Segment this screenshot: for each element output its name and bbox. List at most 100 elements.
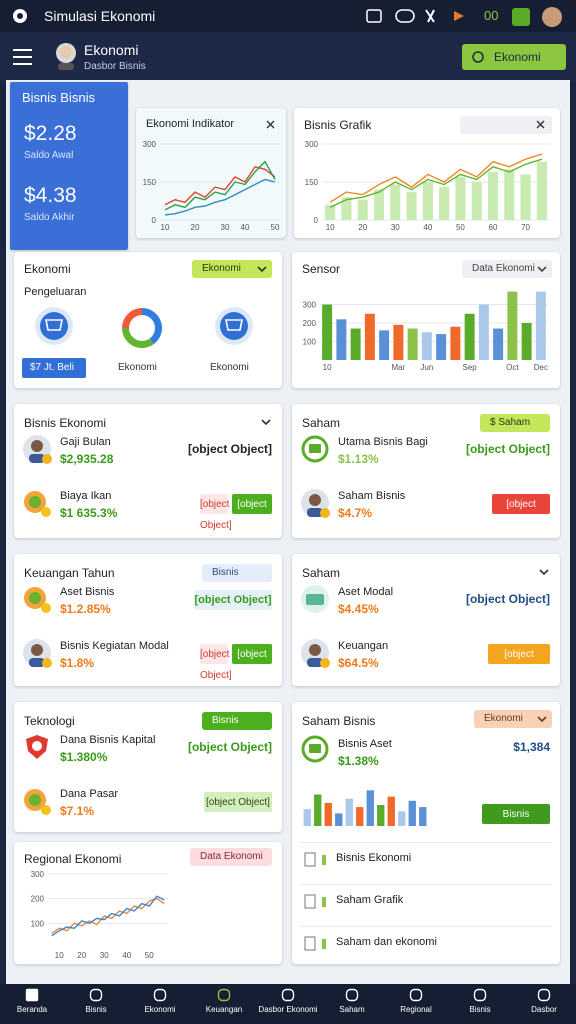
icon-shape <box>32 741 42 751</box>
icon-shape <box>307 658 323 667</box>
buy-button[interactable]: $7 Jt. Beli <box>22 358 86 378</box>
bar <box>379 330 390 360</box>
y-tick-label: 300 <box>303 301 317 310</box>
nav-icon-shape <box>409 988 423 1002</box>
x-tick-label: 20 <box>358 223 367 232</box>
nav-item[interactable]: Keuangan <box>192 984 256 1024</box>
doc-shape <box>304 852 316 867</box>
nav-item[interactable]: Beranda <box>0 984 64 1024</box>
card-title: Teknologi <box>24 714 75 728</box>
nav-item[interactable]: Bisnis <box>448 984 512 1024</box>
icon-shape <box>309 744 321 753</box>
pill-label: Data Ekonomi <box>472 263 535 274</box>
item-name: Bisnis Aset <box>338 738 392 750</box>
item-button[interactable]: [object Object] <box>194 590 272 610</box>
line-series <box>164 178 276 216</box>
chart: 0 150 300 10 20 30 40 50 60 70 <box>305 140 550 232</box>
item-button[interactable]: [object Object] <box>204 792 272 812</box>
nav-item[interactable]: Saham <box>320 984 384 1024</box>
y-tick-label: 200 <box>303 319 317 328</box>
icon-shape <box>31 644 43 656</box>
icon-shape <box>42 658 52 668</box>
chart: 100 200 300 10 20 30 40 50 <box>31 870 168 960</box>
menu-pill[interactable]: Ekonomi <box>192 260 272 278</box>
item-value: $1 635.3% <box>60 506 118 520</box>
bar <box>493 328 504 360</box>
icon-shape <box>301 735 329 763</box>
menu-pill[interactable]: Data Ekonomi <box>462 260 552 278</box>
nav-item[interactable]: Bisnis <box>64 984 128 1024</box>
button-label: [object Object] <box>236 499 268 531</box>
item-button[interactable]: [object Object] <box>200 494 232 531</box>
menu-pill[interactable]: Bisnis <box>202 712 272 730</box>
app-subtitle: Dasbor Bisnis <box>84 61 146 72</box>
bar <box>521 323 532 360</box>
item-value: $4.7% <box>338 506 373 520</box>
item-button[interactable]: [object Object] <box>492 494 550 531</box>
menu-pill[interactable]: $ Saham <box>480 414 550 432</box>
y-tick-label: 100 <box>31 919 45 928</box>
nav-icon-shape <box>153 988 167 1002</box>
x-tick-label: 50 <box>456 223 465 232</box>
close-button[interactable] <box>536 120 546 130</box>
nav-icon <box>473 988 487 1002</box>
close-button[interactable] <box>266 120 276 130</box>
bottom-nav: Beranda Bisnis Ekonomi Keuangan Dasbor Ekono… <box>0 984 576 1024</box>
header-button[interactable]: Ekonomi <box>462 44 566 70</box>
trend-card: Ekonomi Indikator 0 150 300 10 20 30 40 50 <box>136 108 286 238</box>
bar <box>504 169 515 220</box>
item-button[interactable]: [object Object] <box>232 644 272 681</box>
x-tick-label: 20 <box>77 951 86 960</box>
list-icon <box>304 852 326 867</box>
menu-pill[interactable]: Bisnis <box>202 564 272 582</box>
bar <box>436 334 447 360</box>
item-button[interactable]: [object Object] <box>200 644 232 681</box>
menu-button[interactable] <box>12 48 34 66</box>
bar <box>303 809 311 826</box>
icon-shape <box>42 454 52 464</box>
item-icon <box>301 639 330 668</box>
pill-label: Ekonomi <box>484 713 523 724</box>
x-tick-label: Oct <box>506 363 519 372</box>
bar <box>377 805 385 826</box>
spending-card: Ekonomi Ekonomi Pengeluaran $7 Jt. Beli Ekon… <box>14 252 282 388</box>
nav-icon-shape <box>217 988 231 1002</box>
nav-item[interactable]: Dasbor Ekonomi <box>256 984 320 1024</box>
button-label: [object Object] <box>200 649 232 681</box>
item-icon <box>24 789 51 815</box>
item-icon <box>301 735 329 763</box>
nav-item[interactable]: Dasbor <box>512 984 576 1024</box>
icon-shape <box>41 507 51 517</box>
y-tick-label: 100 <box>303 338 317 347</box>
item-button[interactable]: [object Object] <box>232 494 272 531</box>
chevron-shape <box>537 266 547 273</box>
icon-shape <box>306 594 324 605</box>
list-label: Saham dan ekonomi <box>336 936 437 948</box>
status-avatar <box>512 7 562 27</box>
bar <box>536 161 547 220</box>
menu-pill[interactable]: Data Ekonomi <box>190 848 272 866</box>
bar <box>350 328 361 360</box>
x-tick-label: 10 <box>323 363 332 372</box>
stock-button[interactable]: Bisnis <box>482 804 550 824</box>
nav-icon <box>153 988 167 1002</box>
chart-menu[interactable] <box>460 116 552 134</box>
bar <box>408 800 416 826</box>
x-tick-label: 50 <box>271 223 280 232</box>
card-title: Saham Bisnis <box>302 714 376 728</box>
item-name: Aset Modal <box>338 586 394 598</box>
summary-card: Bisnis Bisnis $2.28 Saldo Awal $4.38 Saldo A… <box>10 82 128 250</box>
bar <box>520 174 531 220</box>
nav-icon <box>89 988 103 1002</box>
bar <box>450 326 461 360</box>
nav-icon-shape <box>473 988 487 1002</box>
nav-item[interactable]: Ekonomi <box>128 984 192 1024</box>
item-value: $64.5% <box>338 656 379 670</box>
icon-label: Ekonomi <box>210 362 249 373</box>
nav-item[interactable]: Regional <box>384 984 448 1024</box>
bar <box>455 176 466 220</box>
menu-pill[interactable]: Ekonomi <box>474 710 552 728</box>
item-button[interactable]: [object Object] <box>488 644 550 681</box>
bar <box>356 807 364 826</box>
